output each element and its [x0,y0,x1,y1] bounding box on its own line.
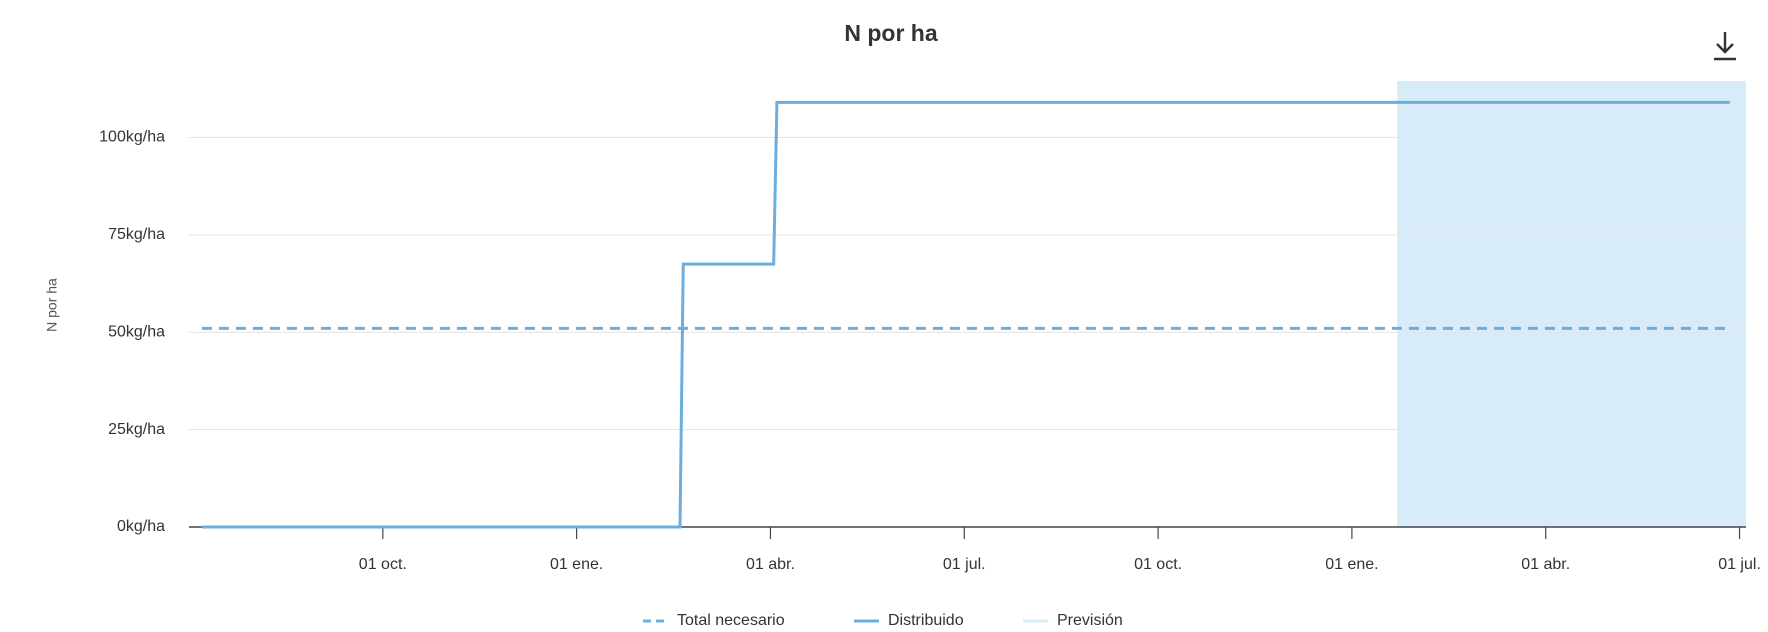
y-tick-label: 75kg/ha [108,226,165,243]
y-tick-label: 50kg/ha [108,323,165,340]
legend-label[interactable]: Distribuido [888,612,964,629]
x-tick-label: 01 jul. [1718,556,1761,573]
x-tick-label: 01 oct. [359,556,407,573]
y-tick-label: 0kg/ha [117,518,165,535]
download-button[interactable] [1714,32,1736,61]
download-icon[interactable] [1716,43,1734,54]
x-tick-label: 01 abr. [746,556,795,573]
chart-title: N por ha [844,20,937,46]
y-tick-label: 100kg/ha [99,129,165,146]
y-tick-label: 25kg/ha [108,421,165,438]
series-line [201,100,1730,529]
legend-label[interactable]: Previsión [1057,612,1123,629]
forecast-band [1397,81,1746,527]
x-tick-label: 01 ene. [550,556,603,573]
legend-label[interactable]: Total necesario [677,612,785,629]
x-tick-label: 01 jul. [943,556,986,573]
y-axis-label: N por ha [44,278,60,332]
x-tick-label: 01 oct. [1134,556,1182,573]
x-tick-label: 01 ene. [1325,556,1378,573]
x-tick-label: 01 abr. [1521,556,1570,573]
